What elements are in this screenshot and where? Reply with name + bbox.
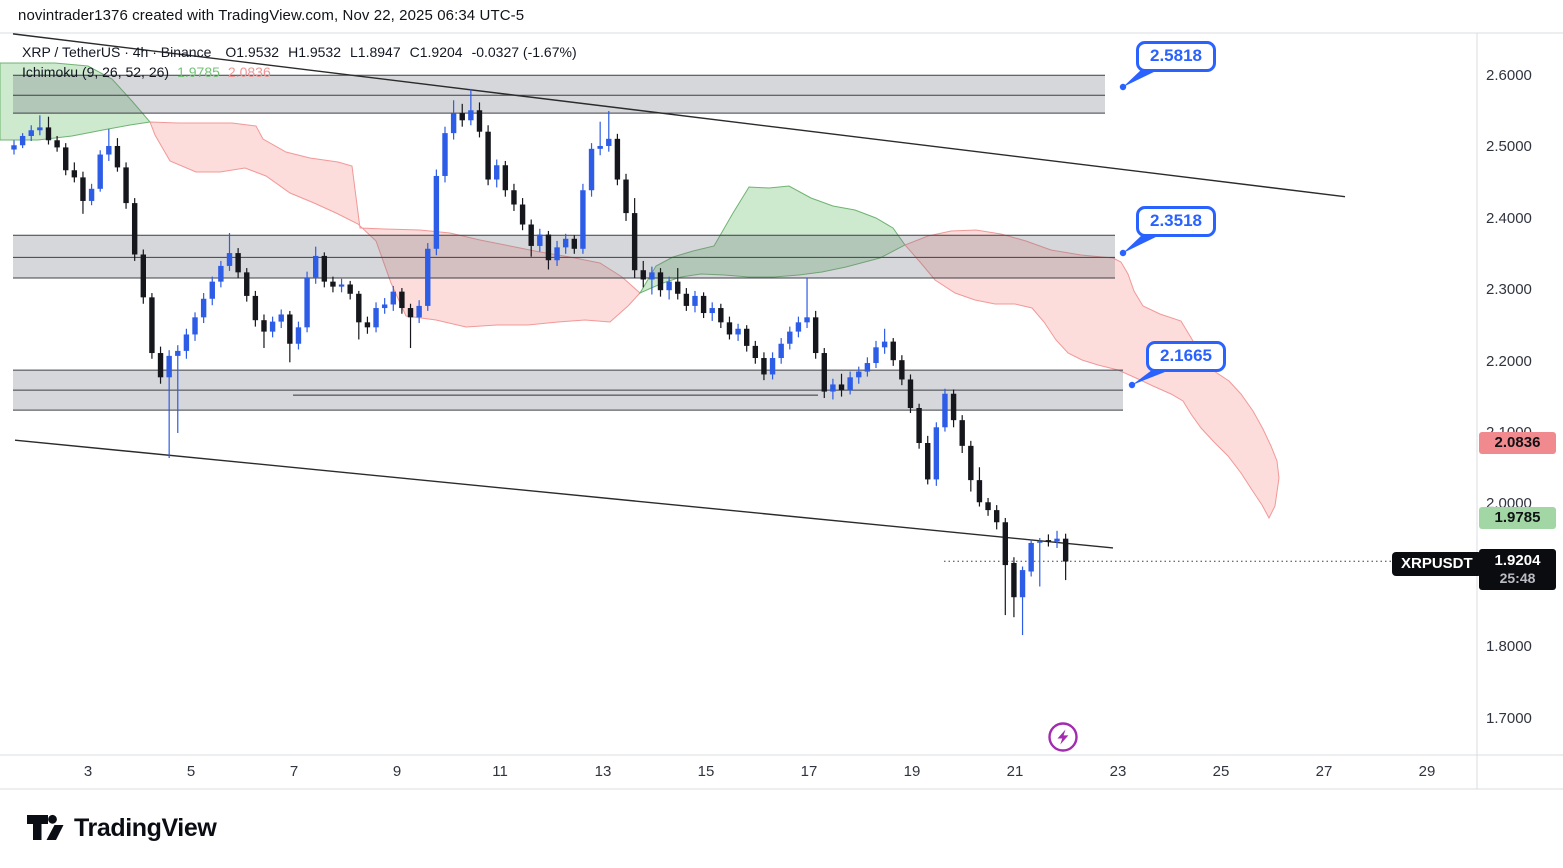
indicator-value-spanA: 1.9785 — [177, 64, 220, 80]
symbol-name-badge: XRPUSDT — [1392, 552, 1482, 576]
supply-demand-zone[interactable] — [13, 74, 1105, 114]
y-axis-label: 1.7000 — [1486, 709, 1532, 727]
x-axis-label: 11 — [492, 763, 508, 780]
price-callout-2-3518[interactable]: 2.3518 — [1136, 206, 1216, 237]
y-axis-label: 2.3000 — [1486, 281, 1532, 299]
x-axis-label: 21 — [1006, 763, 1024, 780]
x-axis-label: 3 — [83, 763, 93, 780]
callout-anchor-dot — [1128, 381, 1136, 389]
symbol-title[interactable]: XRP / TetherUS · 4h · Binance — [22, 44, 212, 60]
y-axis-label: 1.8000 — [1486, 638, 1532, 656]
callout-anchor-dot — [1119, 249, 1127, 257]
last-price-badge: 1.9204 25:48 — [1479, 549, 1556, 591]
y-axis-label: 2.2000 — [1486, 352, 1532, 370]
callout-tail — [1132, 370, 1170, 385]
x-axis-label: 5 — [186, 763, 196, 780]
candlestick-series[interactable] — [11, 88, 1069, 636]
ohlc-change: -0.0327 (-1.67%) — [471, 44, 577, 60]
x-axis-label: 23 — [1109, 763, 1127, 780]
x-axis-label: 27 — [1315, 763, 1333, 780]
callout-tail — [1123, 69, 1160, 87]
tradingview-logo-mark — [27, 814, 64, 840]
bar-countdown: 25:48 — [1499, 570, 1536, 587]
tradingview-logo-text: TradingView — [74, 813, 217, 842]
supply-demand-zone[interactable] — [13, 369, 1123, 411]
symbol-header[interactable]: XRP / TetherUS · 4h · Binance O1.9532 H1.9… — [22, 44, 586, 60]
trendline[interactable] — [12, 33, 1346, 198]
y-axis-label: 2.5000 — [1486, 138, 1532, 156]
ohlc-high: H1.9532 — [288, 44, 342, 60]
callout-anchor-dot — [1119, 83, 1127, 91]
last-price-value: 1.9204 — [1494, 552, 1541, 570]
lightning-tool-icon[interactable] — [1046, 720, 1080, 754]
price-callout-2-5818[interactable]: 2.5818 — [1136, 41, 1216, 72]
x-axis-label: 17 — [800, 763, 818, 780]
x-axis-label: 9 — [392, 763, 402, 780]
x-axis-label: 25 — [1212, 763, 1230, 780]
indicator-value-spanB: 2.0836 — [227, 64, 271, 80]
x-axis-label: 19 — [903, 763, 921, 780]
attribution-text: novintrader1376 created with TradingView… — [18, 7, 525, 24]
ohlc-low: L1.8947 — [350, 44, 401, 60]
ohlc-open: O1.9532 — [225, 44, 280, 60]
indicator-legend[interactable]: Ichimoku (9, 26, 52, 26) 1.9785 2.0836 — [22, 64, 279, 80]
senkou-a-price-badge: 1.9785 — [1479, 506, 1556, 529]
x-axis-label: 13 — [594, 763, 612, 780]
callout-tail — [1123, 235, 1160, 253]
trendline[interactable] — [14, 439, 1114, 549]
indicator-name[interactable]: Ichimoku (9, 26, 52, 26) — [22, 64, 170, 80]
tradingview-logo[interactable]: TradingView — [26, 813, 217, 843]
y-axis-label: 2.4000 — [1486, 209, 1532, 227]
x-axis-label: 7 — [289, 763, 299, 780]
x-axis-label: 29 — [1418, 763, 1436, 780]
ichimoku-cloud-red — [149, 121, 641, 328]
senkou-b-price-badge: 2.0836 — [1479, 431, 1556, 454]
ichimoku-cloud-red — [904, 229, 1280, 520]
y-axis-label: 2.6000 — [1486, 67, 1532, 84]
price-callout-2-1665[interactable]: 2.1665 — [1146, 341, 1226, 372]
ohlc-close: C1.9204 — [409, 44, 463, 60]
x-axis-label: 15 — [697, 763, 715, 780]
